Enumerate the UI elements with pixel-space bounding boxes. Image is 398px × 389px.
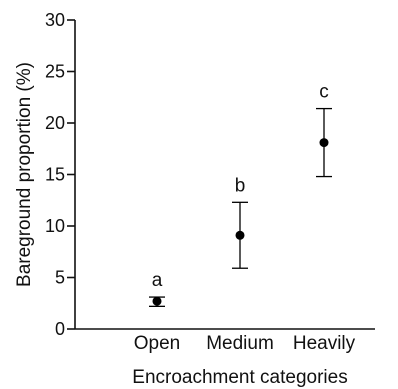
x-category-label: Heavily xyxy=(293,333,356,354)
mean-point xyxy=(320,138,329,147)
axes xyxy=(75,20,375,329)
x-category-label: Medium xyxy=(206,333,274,354)
mean-point xyxy=(153,297,162,306)
y-tick-label: 15 xyxy=(45,165,65,185)
y-tick-label: 5 xyxy=(55,268,65,288)
x-category-label: Open xyxy=(134,333,180,354)
y-ticks: 0 5 10 15 20 25 30 xyxy=(45,10,75,339)
x-category-labels: Open Medium Heavily xyxy=(134,333,356,354)
data-marks: a b c xyxy=(149,82,332,307)
mean-point xyxy=(236,231,245,240)
significance-letter: a xyxy=(152,270,163,291)
y-tick-label: 0 xyxy=(55,319,65,339)
significance-letter: c xyxy=(319,82,329,103)
y-tick-label: 30 xyxy=(45,10,65,30)
y-tick-label: 10 xyxy=(45,216,65,236)
y-axis-title: Bareground proportion (%) xyxy=(14,62,35,287)
x-axis-title: Encroachment categories xyxy=(132,367,347,388)
y-tick-label: 20 xyxy=(45,113,65,133)
y-tick-label: 25 xyxy=(45,62,65,82)
significance-letter: b xyxy=(235,175,246,196)
